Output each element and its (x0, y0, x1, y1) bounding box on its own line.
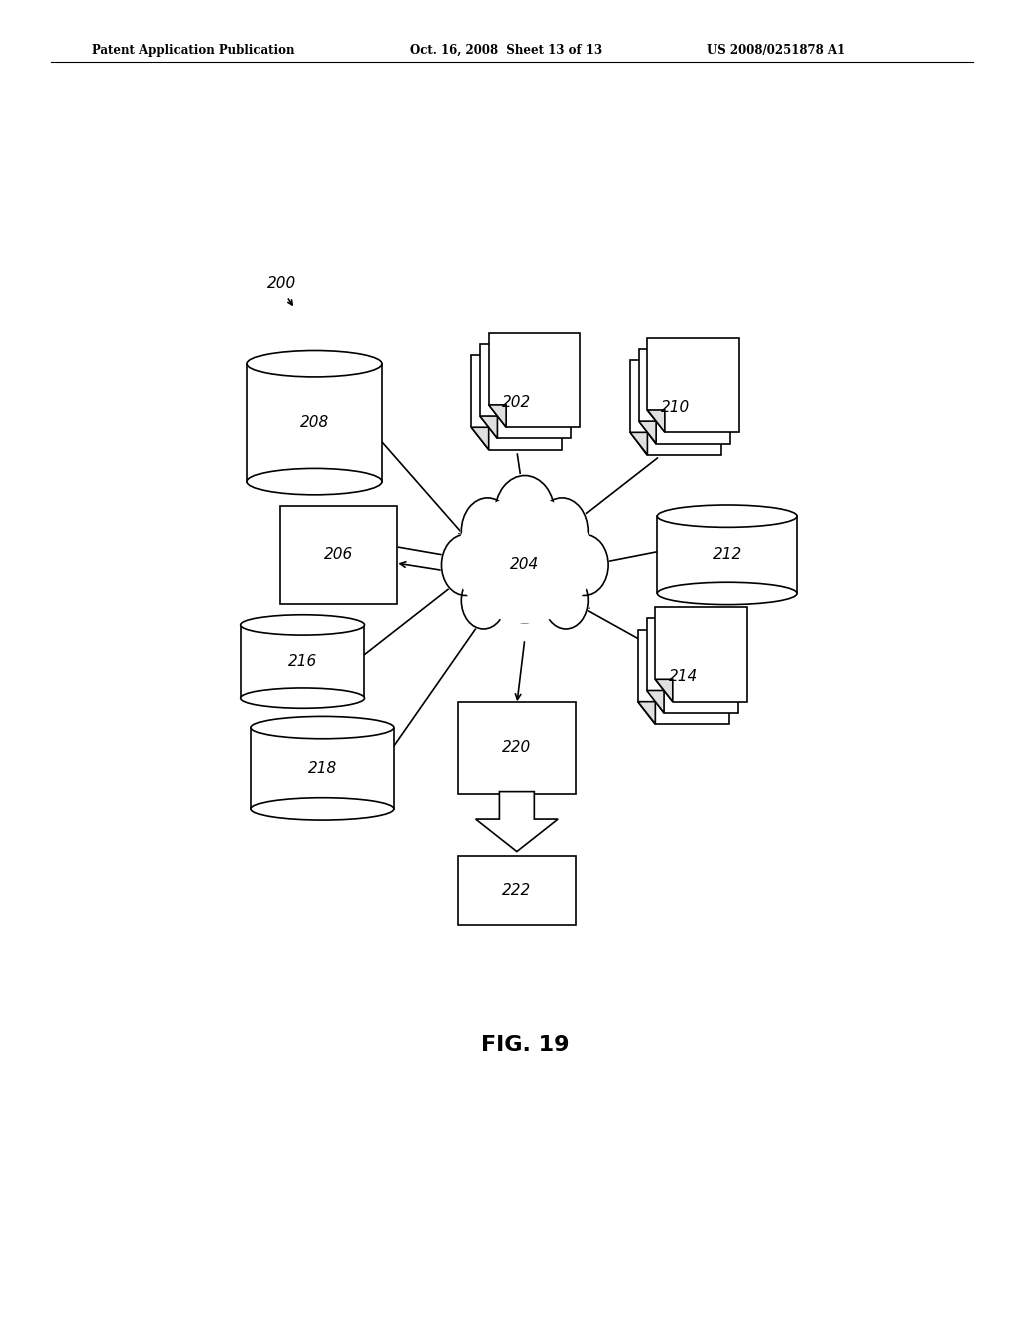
Polygon shape (475, 792, 558, 851)
Polygon shape (655, 607, 746, 702)
Text: 204: 204 (510, 557, 540, 573)
Ellipse shape (247, 469, 382, 495)
Polygon shape (647, 338, 738, 433)
Text: 222: 222 (502, 883, 531, 898)
Ellipse shape (241, 615, 365, 635)
Ellipse shape (498, 556, 552, 624)
Ellipse shape (535, 496, 590, 566)
FancyBboxPatch shape (251, 727, 394, 809)
Text: 202: 202 (502, 395, 531, 409)
Ellipse shape (657, 506, 797, 528)
Polygon shape (638, 630, 729, 725)
Text: 206: 206 (324, 548, 353, 562)
Ellipse shape (251, 797, 394, 820)
Ellipse shape (543, 570, 590, 631)
Bar (458, 855, 575, 925)
Polygon shape (655, 680, 673, 702)
Ellipse shape (247, 351, 382, 378)
Text: 216: 216 (288, 653, 317, 669)
FancyBboxPatch shape (247, 364, 382, 482)
Ellipse shape (440, 533, 490, 597)
Text: Oct. 16, 2008  Sheet 13 of 13: Oct. 16, 2008 Sheet 13 of 13 (410, 44, 602, 57)
FancyBboxPatch shape (657, 516, 797, 594)
Bar (280, 506, 397, 603)
Ellipse shape (494, 474, 556, 554)
FancyBboxPatch shape (241, 624, 365, 698)
Ellipse shape (456, 496, 594, 623)
Polygon shape (630, 360, 721, 454)
Text: 210: 210 (660, 400, 690, 414)
Text: 218: 218 (308, 760, 337, 776)
Polygon shape (647, 411, 665, 433)
Ellipse shape (559, 533, 609, 597)
Polygon shape (646, 690, 665, 713)
Text: 220: 220 (502, 741, 531, 755)
Ellipse shape (241, 688, 365, 709)
Polygon shape (471, 428, 488, 450)
Text: US 2008/0251878 A1: US 2008/0251878 A1 (707, 44, 845, 57)
Polygon shape (630, 433, 647, 454)
Ellipse shape (460, 496, 515, 566)
Polygon shape (480, 416, 498, 438)
Text: 208: 208 (300, 416, 329, 430)
Ellipse shape (460, 570, 507, 631)
Text: 212: 212 (713, 548, 741, 562)
Polygon shape (488, 333, 580, 428)
Polygon shape (638, 702, 655, 725)
Polygon shape (480, 345, 571, 438)
Polygon shape (471, 355, 562, 450)
Ellipse shape (657, 582, 797, 605)
Text: 214: 214 (669, 669, 698, 684)
Text: 200: 200 (267, 276, 296, 290)
Text: Patent Application Publication: Patent Application Publication (92, 44, 295, 57)
Polygon shape (639, 421, 656, 444)
Polygon shape (639, 348, 730, 444)
Ellipse shape (251, 717, 394, 739)
Bar (458, 702, 575, 793)
Polygon shape (646, 618, 738, 713)
Text: FIG. 19: FIG. 19 (480, 1035, 569, 1055)
Polygon shape (488, 405, 506, 428)
